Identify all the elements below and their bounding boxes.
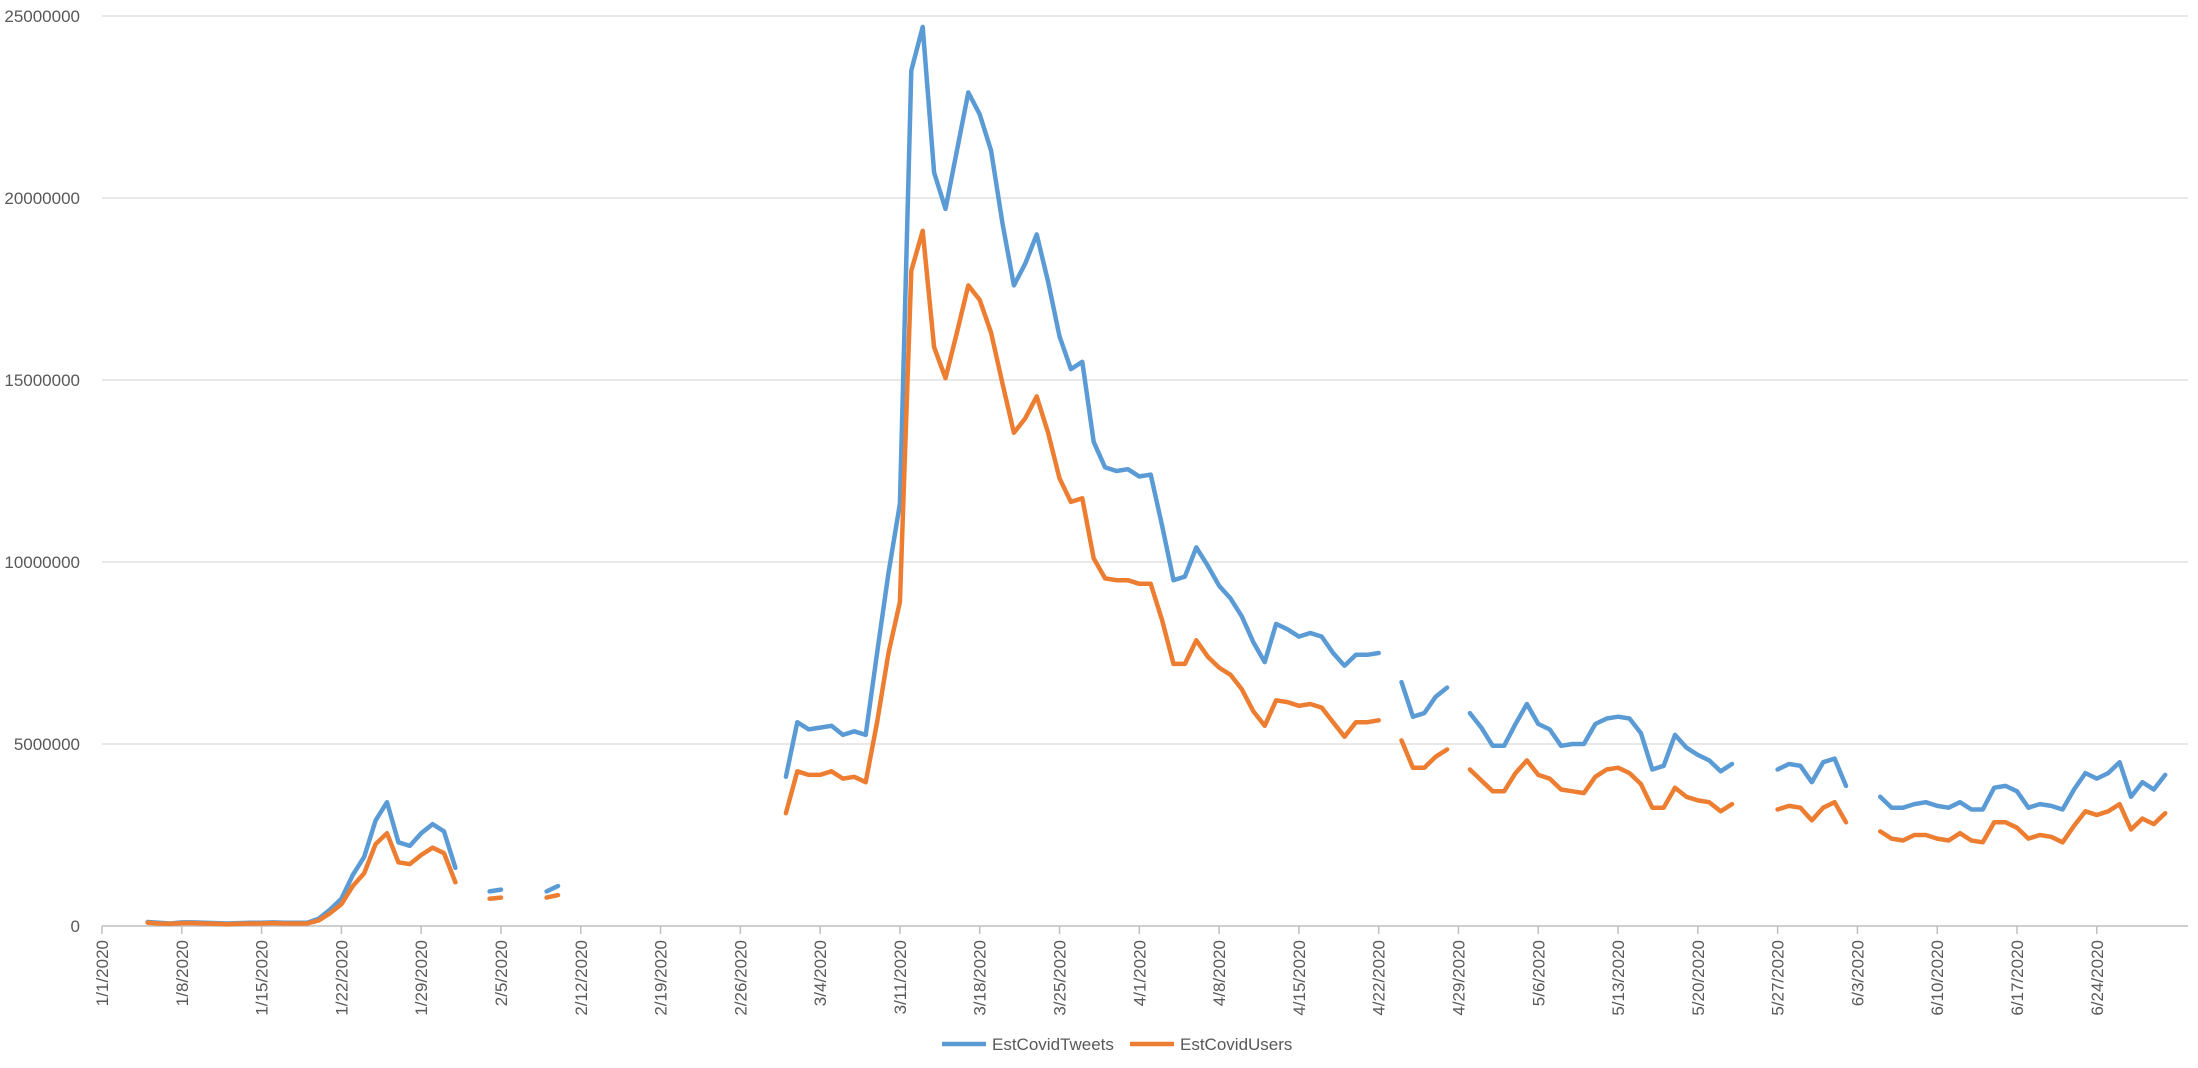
x-tick-label: 5/13/2020 bbox=[1609, 940, 1628, 1016]
series-line-EstCovidTweets bbox=[1467, 701, 1735, 774]
gridlines bbox=[102, 15, 2188, 745]
series-line-EstCovidUsers bbox=[1399, 738, 1450, 770]
x-tick-label: 2/5/2020 bbox=[492, 940, 511, 1006]
x-tick-label: 4/8/2020 bbox=[1210, 940, 1229, 1006]
series bbox=[145, 24, 2168, 927]
series-line-EstCovidUsers bbox=[1775, 799, 1849, 825]
series-line-EstCovidTweets bbox=[1877, 759, 2168, 812]
x-tick-label: 1/1/2020 bbox=[93, 940, 112, 1006]
y-tick-label: 25000000 bbox=[4, 7, 80, 26]
x-tick-label: 6/24/2020 bbox=[2088, 940, 2107, 1016]
x-tick-label: 1/29/2020 bbox=[412, 940, 431, 1016]
x-tick-label: 6/10/2020 bbox=[1928, 940, 1947, 1016]
series-line-EstCovidUsers bbox=[783, 228, 1381, 816]
x-tick-label: 1/8/2020 bbox=[173, 940, 192, 1006]
y-tick-label: 15000000 bbox=[4, 371, 80, 390]
axes: 0 5000000 10000000 15000000 20000000 25000000… bbox=[4, 7, 2188, 1016]
x-tick-label: 5/6/2020 bbox=[1529, 940, 1548, 1006]
y-tick-label: 20000000 bbox=[4, 189, 80, 208]
series-line-EstCovidUsers bbox=[145, 830, 458, 927]
series-line-EstCovidUsers bbox=[1877, 801, 2168, 845]
y-tick-label: 0 bbox=[71, 917, 80, 936]
series-line-EstCovidTweets bbox=[487, 887, 504, 894]
series-line-EstCovidUsers bbox=[1467, 758, 1735, 814]
x-tick-label: 4/1/2020 bbox=[1130, 940, 1149, 1006]
x-tick-label: 4/15/2020 bbox=[1290, 940, 1309, 1016]
x-tick-label: 1/15/2020 bbox=[253, 940, 272, 1016]
series-line-EstCovidUsers bbox=[487, 895, 504, 901]
series-line-EstCovidTweets bbox=[544, 883, 561, 894]
series-line-EstCovidTweets bbox=[1775, 756, 1849, 789]
legend: EstCovidTweets EstCovidUsers bbox=[942, 1035, 1292, 1054]
y-tick-label: 5000000 bbox=[14, 735, 80, 754]
x-tick-label: 2/26/2020 bbox=[731, 940, 750, 1016]
legend-label: EstCovidTweets bbox=[992, 1035, 1114, 1054]
series-line-EstCovidTweets bbox=[783, 24, 1381, 780]
x-tick-label: 3/11/2020 bbox=[891, 940, 910, 1014]
series-line-EstCovidTweets bbox=[1399, 679, 1450, 719]
x-tick-label: 2/12/2020 bbox=[572, 940, 591, 1016]
x-tick-label: 6/3/2020 bbox=[1848, 940, 1867, 1006]
x-tick-label: 6/17/2020 bbox=[2008, 940, 2027, 1016]
x-tick-label: 4/22/2020 bbox=[1370, 940, 1389, 1016]
x-tick-label: 3/4/2020 bbox=[811, 940, 830, 1006]
y-tick-label: 10000000 bbox=[4, 553, 80, 572]
x-tick-label: 3/25/2020 bbox=[1051, 940, 1070, 1016]
x-tick-label: 1/22/2020 bbox=[332, 940, 351, 1016]
x-tick-label: 2/19/2020 bbox=[652, 940, 671, 1016]
legend-label: EstCovidUsers bbox=[1180, 1035, 1292, 1054]
x-tick-label: 4/29/2020 bbox=[1449, 940, 1468, 1016]
series-line-EstCovidUsers bbox=[544, 892, 561, 900]
x-tick-label: 5/27/2020 bbox=[1769, 940, 1788, 1016]
x-tick-label: 3/18/2020 bbox=[971, 940, 990, 1016]
x-tick-label: 5/20/2020 bbox=[1689, 940, 1708, 1016]
